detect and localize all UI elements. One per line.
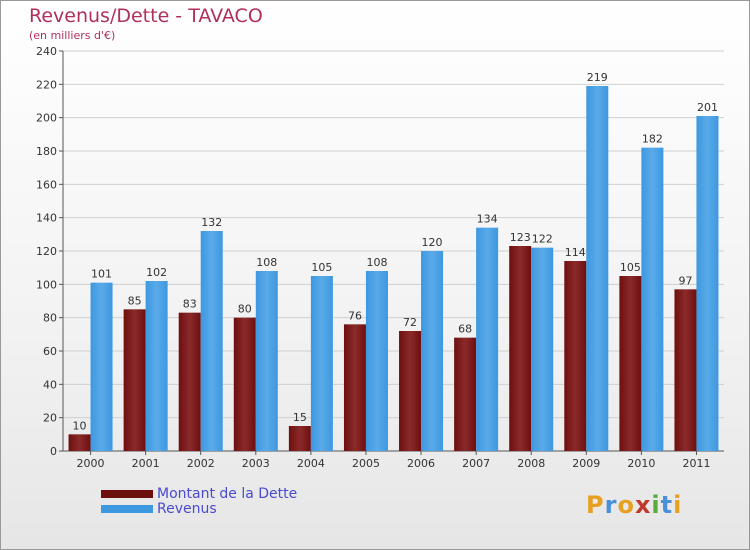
data-label: 108 — [366, 256, 387, 269]
y-tick-label: 0 — [50, 445, 57, 458]
legend-swatch-dette — [101, 489, 153, 498]
data-label: 85 — [128, 294, 142, 307]
y-tick-label: 240 — [36, 45, 57, 58]
y-tick-label: 160 — [36, 178, 57, 191]
data-label: 68 — [458, 323, 472, 336]
bar-dette — [454, 337, 477, 451]
y-tick-label: 100 — [36, 278, 57, 291]
y-tick-label: 140 — [36, 212, 57, 225]
data-label: 83 — [183, 298, 197, 311]
data-label: 72 — [403, 316, 417, 329]
y-tick-label: 40 — [43, 378, 57, 391]
legend-label-dette: Montant de la Dette — [157, 485, 298, 502]
logo-letter: o — [617, 491, 635, 519]
legend-swatch-revenus — [101, 504, 153, 513]
bar-dette — [123, 309, 146, 451]
data-label: 80 — [238, 303, 252, 316]
bar-dette — [399, 331, 422, 451]
bar-dette — [674, 289, 697, 451]
legend-label-revenus: Revenus — [157, 500, 217, 517]
data-label: 101 — [91, 268, 112, 281]
x-tick-label: 2009 — [572, 457, 600, 470]
bar-dette — [68, 434, 91, 451]
bar-revenus — [200, 231, 223, 451]
y-tick-label: 20 — [43, 412, 57, 425]
data-label: 114 — [565, 246, 586, 259]
bar-revenus — [255, 271, 278, 451]
x-tick-label: 2011 — [682, 457, 710, 470]
data-label: 132 — [201, 216, 222, 229]
x-tick-label: 2010 — [627, 457, 655, 470]
y-tick-label: 200 — [36, 112, 57, 125]
bar-revenus — [696, 116, 719, 451]
x-tick-label: 2003 — [242, 457, 270, 470]
logo-letter: r — [604, 491, 618, 519]
chart-title: Revenus/Dette - TAVACO — [29, 5, 263, 27]
y-tick-label: 220 — [36, 78, 57, 91]
data-label: 105 — [311, 261, 332, 274]
y-tick-label: 80 — [43, 312, 57, 325]
bar-dette — [233, 317, 256, 451]
bar-dette — [343, 324, 366, 451]
logo-letter: t — [660, 491, 674, 519]
chart-subtitle: (en milliers d'€) — [29, 29, 116, 42]
logo-letter: i — [651, 491, 661, 519]
x-tick-label: 2006 — [407, 457, 435, 470]
bar-dette — [178, 312, 201, 451]
data-label: 108 — [256, 256, 277, 269]
bar-revenus — [365, 271, 388, 451]
data-label: 102 — [146, 266, 167, 279]
bar-dette — [564, 261, 587, 451]
data-label: 182 — [642, 133, 663, 146]
data-label: 10 — [73, 419, 87, 432]
x-tick-label: 2008 — [517, 457, 545, 470]
bar-dette — [619, 276, 642, 451]
data-label: 97 — [678, 274, 692, 287]
x-tick-label: 2004 — [297, 457, 325, 470]
legend: Montant de la Dette Revenus — [101, 485, 298, 517]
bar-dette — [288, 426, 311, 451]
bar-revenus — [586, 86, 609, 451]
data-label: 201 — [697, 101, 718, 114]
x-tick-label: 2007 — [462, 457, 490, 470]
logo-letter: i — [673, 491, 683, 519]
x-tick-label: 2000 — [77, 457, 105, 470]
y-tick-label: 60 — [43, 345, 57, 358]
bar-revenus — [145, 281, 168, 451]
bar-revenus — [421, 251, 444, 451]
legend-item-revenus: Revenus — [101, 500, 297, 517]
bar-revenus — [310, 276, 333, 451]
y-tick-label: 180 — [36, 145, 57, 158]
data-label: 105 — [620, 261, 641, 274]
data-label: 76 — [348, 309, 362, 322]
data-label: 134 — [477, 213, 498, 226]
x-tick-label: 2001 — [132, 457, 160, 470]
data-label: 219 — [587, 71, 608, 84]
data-label: 120 — [422, 236, 443, 249]
logo-letter: P — [586, 491, 605, 519]
data-label: 15 — [293, 411, 307, 424]
legend-item-dette: Montant de la Dette — [101, 485, 298, 502]
bar-revenus — [90, 282, 113, 451]
data-label: 122 — [532, 233, 553, 246]
proxiti-logo: Proxiti — [586, 491, 682, 519]
bar-revenus — [476, 227, 499, 451]
x-tick-label: 2005 — [352, 457, 380, 470]
bar-dette — [509, 246, 532, 451]
x-tick-label: 2002 — [187, 457, 215, 470]
logo-letter: x — [634, 491, 652, 519]
bar-revenus — [641, 147, 664, 451]
data-label: 123 — [510, 231, 531, 244]
bar-revenus — [531, 247, 554, 451]
y-tick-label: 120 — [36, 245, 57, 258]
